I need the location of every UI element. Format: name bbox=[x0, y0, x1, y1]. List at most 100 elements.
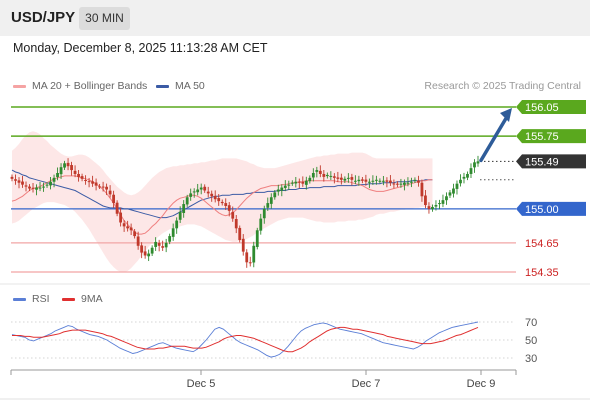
candle bbox=[119, 207, 123, 227]
candle bbox=[206, 186, 210, 198]
candle-body bbox=[469, 168, 473, 174]
candle bbox=[403, 179, 406, 191]
candle-body bbox=[466, 173, 469, 178]
candle-body bbox=[276, 189, 280, 192]
candle bbox=[417, 175, 420, 187]
candle-body bbox=[462, 176, 466, 179]
candle-body bbox=[119, 212, 123, 223]
candle-body bbox=[70, 165, 73, 171]
credit-text: Research © 2025 Trading Central bbox=[424, 80, 581, 92]
legend-ma20-bb: MA 20 + Bollinger Bands bbox=[13, 80, 147, 92]
candle-body bbox=[459, 179, 462, 184]
candle-body bbox=[308, 177, 312, 182]
candle-body bbox=[38, 187, 42, 189]
candle bbox=[210, 190, 214, 202]
candle bbox=[396, 181, 399, 188]
candle-body bbox=[273, 192, 277, 198]
candle-body bbox=[10, 176, 14, 179]
candles-layer bbox=[10, 155, 480, 268]
ma20-swatch bbox=[13, 84, 26, 88]
candle-body bbox=[161, 246, 165, 248]
candle bbox=[66, 158, 70, 171]
candle-body bbox=[84, 179, 87, 181]
candle-body bbox=[325, 174, 329, 177]
resistance-tag-156.05 bbox=[516, 100, 586, 114]
candle bbox=[357, 175, 361, 186]
candle-body bbox=[133, 231, 137, 237]
candle-body bbox=[448, 192, 452, 196]
candle-body bbox=[417, 180, 420, 183]
candle-body bbox=[332, 176, 336, 178]
candle-body bbox=[112, 194, 116, 204]
candle-body bbox=[108, 190, 112, 195]
candle-body bbox=[196, 189, 200, 193]
candle bbox=[133, 229, 137, 239]
candle bbox=[94, 178, 98, 191]
candle-body bbox=[269, 197, 273, 204]
candle bbox=[171, 223, 175, 241]
candle-body bbox=[283, 185, 287, 188]
candle bbox=[315, 166, 319, 178]
candle bbox=[87, 177, 91, 188]
rsi-tick-30: 30 bbox=[525, 353, 537, 365]
rsi-ma-line bbox=[12, 326, 479, 353]
current-price-tag bbox=[516, 154, 586, 169]
candle bbox=[21, 176, 24, 188]
candle-body bbox=[315, 170, 319, 172]
candle bbox=[199, 183, 203, 195]
candle-body bbox=[231, 212, 235, 219]
candle-body bbox=[192, 191, 196, 193]
candle bbox=[424, 189, 427, 209]
candle bbox=[224, 198, 228, 210]
candle bbox=[147, 249, 151, 262]
candle-body bbox=[140, 245, 144, 253]
candle-body bbox=[217, 198, 221, 202]
candle bbox=[276, 184, 280, 196]
candle bbox=[241, 234, 245, 256]
candle-body bbox=[252, 245, 256, 263]
candle bbox=[350, 173, 354, 186]
candle bbox=[311, 168, 315, 182]
candle-body bbox=[262, 208, 266, 219]
candle-body bbox=[147, 253, 151, 257]
candle bbox=[182, 200, 186, 218]
candle-body bbox=[126, 226, 130, 229]
candle-body bbox=[143, 251, 147, 256]
candle-body bbox=[31, 187, 35, 189]
candle-body bbox=[213, 195, 217, 200]
candle bbox=[441, 194, 445, 208]
candle bbox=[353, 175, 357, 185]
x-axis-layer: Dec 5 Dec 7 Dec 9 bbox=[0, 283, 590, 390]
pivot-value: 155.00 bbox=[525, 204, 559, 216]
candle-body bbox=[357, 179, 361, 182]
candle-body bbox=[203, 186, 207, 191]
legend-rsi-label: RSI bbox=[32, 293, 50, 305]
candle-body bbox=[392, 183, 396, 185]
candle bbox=[434, 200, 438, 211]
candle bbox=[45, 182, 49, 188]
timeframe-badge[interactable]: 30 MIN bbox=[79, 7, 130, 30]
candle bbox=[259, 213, 263, 235]
candle-body bbox=[336, 177, 340, 179]
candle bbox=[360, 176, 364, 184]
candle-body bbox=[150, 247, 154, 254]
candle-body bbox=[438, 203, 441, 205]
candle-body bbox=[56, 173, 59, 178]
candle bbox=[438, 199, 441, 210]
pivot-tag bbox=[516, 201, 586, 216]
candle-body bbox=[73, 170, 77, 174]
candle bbox=[189, 188, 193, 201]
candle bbox=[427, 202, 431, 214]
candle bbox=[101, 181, 105, 192]
candle bbox=[325, 172, 329, 179]
candle bbox=[252, 241, 256, 268]
candle-body bbox=[360, 179, 364, 181]
candle bbox=[329, 171, 333, 181]
candle bbox=[136, 231, 140, 250]
candle bbox=[108, 185, 112, 198]
candle-body bbox=[318, 170, 322, 174]
current-price-value: 155.49 bbox=[525, 156, 559, 168]
candle bbox=[473, 159, 476, 173]
candle bbox=[231, 206, 235, 222]
